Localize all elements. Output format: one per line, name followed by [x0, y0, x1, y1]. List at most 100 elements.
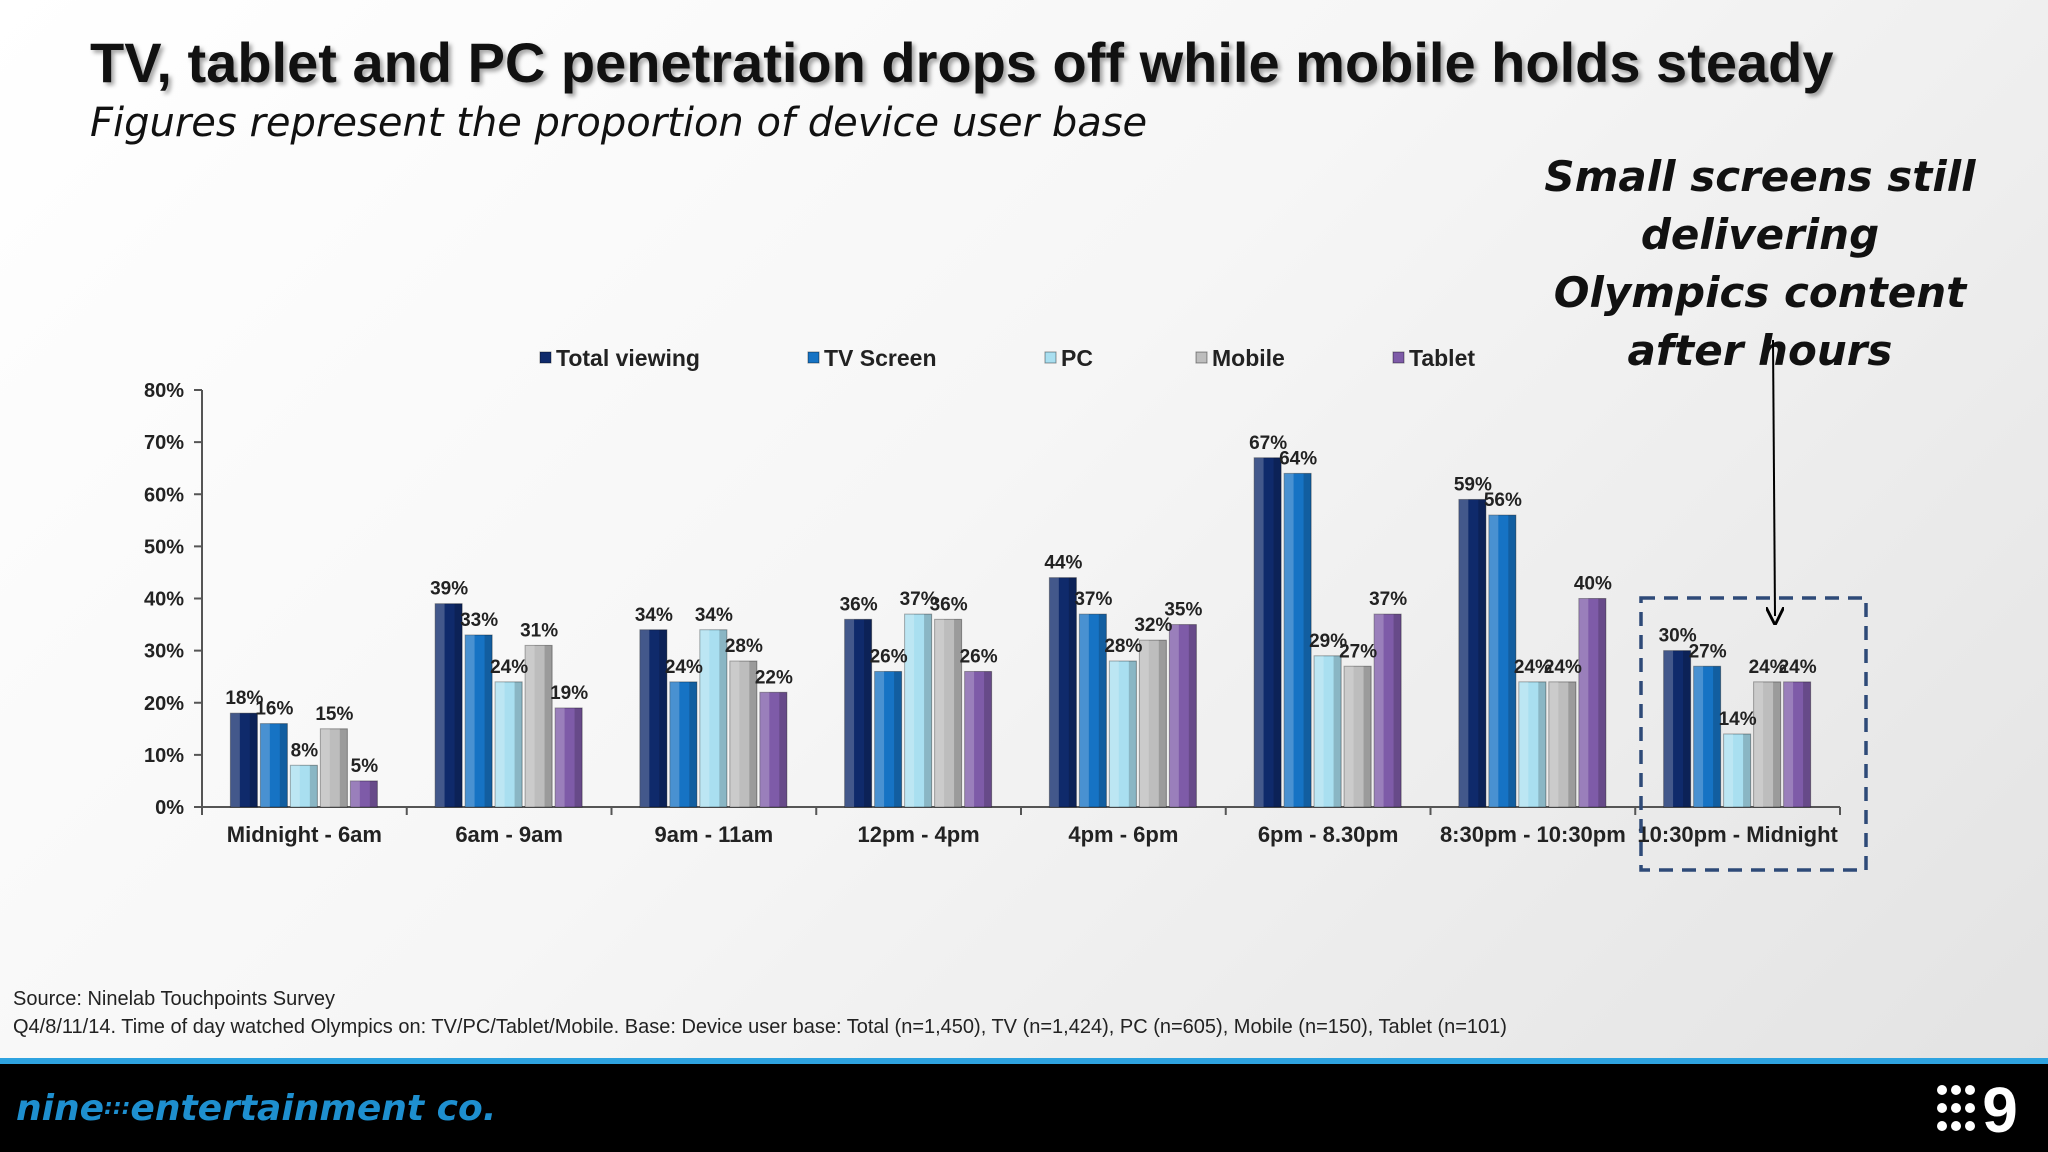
highlight-box	[1639, 596, 1868, 872]
brand-dots: :::	[104, 1095, 131, 1120]
data-label: 27%	[1339, 641, 1377, 662]
data-label: 15%	[315, 704, 353, 725]
slide-title: TV, tablet and PC penetration drops off …	[90, 31, 1834, 94]
data-label: 31%	[520, 620, 558, 641]
bar-mobile-midnight-6am	[319, 728, 348, 808]
bar-total-viewing-8-30pm-10-30pm	[1458, 498, 1487, 808]
data-label: 28%	[1104, 636, 1142, 657]
data-label: 24%	[665, 657, 703, 678]
bar-tablet-10-30pm-midnight	[1783, 681, 1812, 808]
bar-tv-screen-8-30pm-10-30pm	[1488, 514, 1517, 808]
data-label: 22%	[755, 667, 793, 688]
data-label: 39%	[430, 579, 468, 600]
legend-item-mobile: Mobile	[1195, 345, 1285, 371]
bar-tv-screen-9am-11am	[669, 681, 698, 808]
bar-pc-6pm-8-30pm	[1313, 655, 1342, 808]
legend-item-pc: PC	[1044, 345, 1093, 371]
bar-tablet-6pm-8-30pm	[1373, 613, 1402, 808]
data-label: 26%	[870, 646, 908, 667]
x-category-label: 6am - 9am	[455, 822, 563, 847]
data-label: 24%	[1779, 657, 1817, 678]
bars-layer	[229, 457, 1812, 808]
footer-accent-line	[0, 1058, 2048, 1064]
data-label: 37%	[900, 589, 938, 610]
bar-total-viewing-9am-11am	[639, 629, 668, 808]
data-labels-layer: 18%16% 8% 15% 5% 39% 33% 24% 31% 19% 34% 24% 34% 28%…	[225, 433, 1816, 777]
data-label: 44%	[1044, 553, 1082, 574]
bar-tv-screen-6pm-8-30pm	[1283, 472, 1312, 808]
y-tick-label: 20%	[144, 693, 184, 715]
footer-bar: nine:::entertainment co. 9	[0, 1064, 2048, 1152]
bar-total-viewing-4pm-6pm	[1048, 577, 1077, 808]
data-label: 29%	[1309, 631, 1347, 652]
brand-rest: entertainment co.	[130, 1088, 497, 1129]
data-label: 32%	[1134, 615, 1172, 636]
source-text: Source: Ninelab Touchpoints Survey	[13, 988, 336, 1010]
data-label: 37%	[1369, 589, 1407, 610]
x-category-label: 9am - 11am	[655, 822, 774, 847]
data-label: 37%	[1074, 589, 1112, 610]
bar-pc-midnight-6am	[289, 764, 318, 808]
bar-tv-screen-12pm-4pm	[874, 670, 903, 808]
legend-label: Total viewing	[556, 345, 700, 371]
y-tick-label: 30%	[144, 641, 184, 663]
bar-tablet-midnight-6am	[349, 780, 378, 808]
data-label: 18%	[225, 688, 263, 709]
bar-total-viewing-midnight-6am	[229, 712, 258, 808]
bar-total-viewing-6am-9am	[434, 603, 463, 808]
data-label: 67%	[1249, 433, 1287, 454]
bar-tablet-12pm-4pm	[964, 670, 993, 808]
data-label: 5%	[351, 756, 379, 777]
bar-pc-9am-11am	[699, 629, 728, 808]
bar-tablet-8-30pm-10-30pm	[1578, 598, 1607, 808]
bar-mobile-6am-9am	[524, 644, 553, 808]
data-label: 24%	[1514, 657, 1552, 678]
data-label: 28%	[725, 636, 763, 657]
x-category-label: 6pm - 8.30pm	[1258, 822, 1399, 847]
nine-logo-numeral: 9	[1982, 1082, 2018, 1134]
data-label: 40%	[1574, 574, 1612, 595]
data-label: 24%	[490, 657, 528, 678]
bar-tablet-4pm-6pm	[1168, 624, 1197, 808]
data-label: 33%	[460, 610, 498, 631]
data-label: 24%	[1749, 657, 1787, 678]
y-tick-label: 10%	[144, 745, 184, 767]
x-category-label: Midnight - 6am	[227, 822, 382, 847]
legend-item-tv-screen: TV Screen	[807, 345, 937, 371]
brand-nine: nine	[16, 1088, 105, 1129]
x-category-label: 8:30pm - 10:30pm	[1440, 822, 1626, 847]
y-tick-label: 60%	[144, 484, 184, 506]
bar-mobile-9am-11am	[729, 660, 758, 808]
data-label: 36%	[930, 594, 968, 615]
y-tick-label: 40%	[144, 589, 184, 611]
bar-tablet-9am-11am	[759, 691, 788, 808]
bar-mobile-6pm-8-30pm	[1343, 665, 1372, 808]
base-note-text: Q4/8/11/14. Time of day watched Olympics…	[13, 1016, 1507, 1038]
data-label: 24%	[1544, 657, 1582, 678]
bar-mobile-8-30pm-10-30pm	[1548, 681, 1577, 808]
data-label: 36%	[840, 594, 878, 615]
data-label: 19%	[550, 683, 588, 704]
data-label: 14%	[1719, 709, 1757, 730]
x-category-label: 12pm - 4pm	[857, 822, 979, 847]
legend-label: Mobile	[1212, 345, 1285, 371]
bar-pc-6am-9am	[494, 681, 523, 808]
bar-mobile-10-30pm-midnight	[1753, 681, 1782, 808]
y-tick-label: 50%	[144, 536, 184, 558]
bar-mobile-4pm-6pm	[1138, 639, 1167, 808]
data-label: 64%	[1279, 448, 1317, 469]
callout-text: Small screens still delivering Olympics …	[1544, 152, 1976, 375]
data-label: 34%	[635, 605, 673, 626]
bar-tv-screen-midnight-6am	[259, 723, 288, 808]
bar-mobile-12pm-4pm	[934, 618, 963, 808]
bar-tv-screen-10-30pm-midnight	[1693, 665, 1722, 808]
legend-label: Tablet	[1409, 345, 1475, 371]
data-label: 35%	[1164, 600, 1202, 621]
bar-tv-screen-6am-9am	[464, 634, 493, 808]
bar-pc-8-30pm-10-30pm	[1518, 681, 1547, 808]
data-label: 8%	[291, 740, 319, 761]
x-category-label: 10:30pm - Midnight	[1637, 822, 1838, 847]
data-label: 34%	[695, 605, 733, 626]
y-axis: 0% 10% 20% 30% 40% 50% 60% 70% 80%	[144, 380, 203, 819]
bar-tv-screen-4pm-6pm	[1078, 613, 1107, 808]
